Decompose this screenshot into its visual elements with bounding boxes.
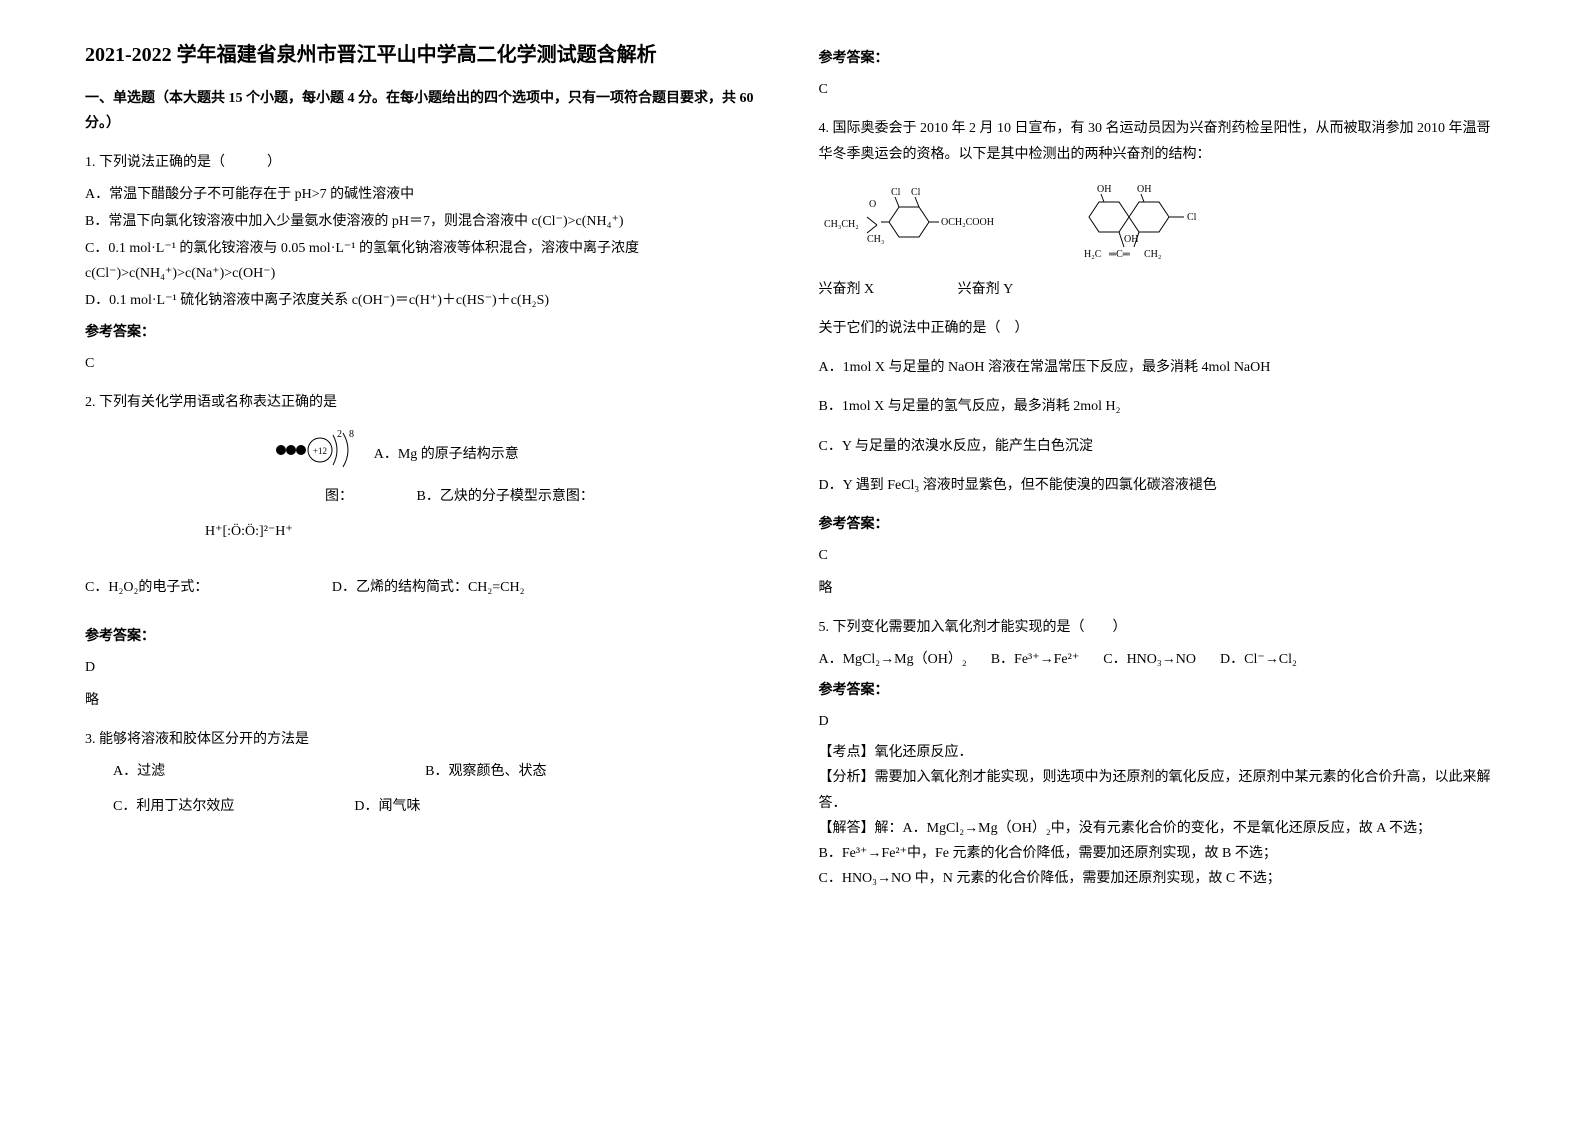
svg-text:8: 8 [349, 429, 354, 440]
q5-kaodian: 【考点】氧化还原反应． [819, 740, 1503, 765]
q4-option-a: A．1mol X 与足量的 NaOH 溶液在常温常压下反应，最多消耗 4mol … [819, 355, 1503, 380]
q4-stem: 4. 国际奥委会于 2010 年 2 月 10 日宣布，有 30 名运动员因为兴… [819, 116, 1503, 166]
q4-structures: CH₃CH₂ O CH₃ Cl Cl OCH₂COOH OH OH Cl [819, 177, 1503, 267]
atom-structure-icon: +12 2 8 [273, 425, 363, 484]
q4-answer-label: 参考答案： [819, 512, 1503, 537]
q5-option-d: D．Cl⁻→Cl₂ [1220, 647, 1297, 672]
stimulant-x-icon: CH₃CH₂ O CH₃ Cl Cl OCH₂COOH [819, 177, 1019, 267]
right-column: 参考答案： C 4. 国际奥委会于 2010 年 2 月 10 日宣布，有 30… [794, 40, 1528, 1082]
q3-option-d: D．闻气味 [354, 794, 420, 819]
q2-option-c: C．H₂O₂的电子式： [85, 580, 208, 595]
svg-text:Cl: Cl [1187, 212, 1197, 223]
q2-answer: D [85, 655, 769, 680]
q2-option-a-suffix: 图： [325, 489, 353, 504]
q1-option-b: B．常温下向氯化铵溶液中加入少量氨水使溶液的 pH＝7，则混合溶液中 c(Cl⁻… [85, 209, 769, 234]
q5-option-c: C．HNO₃→NO [1103, 647, 1196, 672]
q2-option-c-row: H⁺[:Ö:Ö:]²⁻H⁺ [205, 519, 769, 544]
q3-answer: C [819, 77, 1503, 102]
q4-substem: 关于它们的说法中正确的是（ ） [819, 316, 1503, 341]
q2-stem: 2. 下列有关化学用语或名称表达正确的是 [85, 390, 769, 415]
q2-cd-row: C．H₂O₂的电子式： D．乙烯的结构简式：CH₂=CH₂ [85, 575, 769, 600]
left-column: 2021-2022 学年福建省泉州市晋江平山中学高二化学测试题含解析 一、单选题… [60, 40, 794, 1082]
svg-text:OCH₂COOH: OCH₂COOH [941, 217, 994, 228]
q3-stem: 3. 能够将溶液和胶体区分开的方法是 [85, 727, 769, 752]
stimulant-y-icon: OH OH Cl H₂C ═C═ CH₂ OH [1059, 177, 1259, 267]
q2-option-d: D．乙烯的结构简式：CH₂=CH₂ [332, 580, 525, 595]
q3-answer-label: 参考答案： [819, 46, 1503, 71]
q1-option-c: C．0.1 mol·L⁻¹ 的氯化铵溶液与 0.05 mol·L⁻¹ 的氢氧化钠… [85, 236, 769, 286]
q1-answer: C [85, 351, 769, 376]
svg-text:CH₃: CH₃ [867, 234, 884, 245]
electron-formula: H⁺[:Ö:Ö:]²⁻H⁺ [205, 519, 293, 544]
q5-jieda-c: C．HNO₃→NO 中，N 元素的化合价降低，需要加还原剂实现，故 C 不选； [819, 866, 1503, 891]
svg-text:Cl: Cl [911, 187, 921, 198]
q1-answer-label: 参考答案： [85, 320, 769, 345]
q1-option-a: A．常温下醋酸分子不可能存在于 pH>7 的碱性溶液中 [85, 182, 769, 207]
q5-stem: 5. 下列变化需要加入氧化剂才能实现的是（ ） [819, 615, 1503, 640]
q3-row2: C．利用丁达尔效应 D．闻气味 [113, 794, 769, 819]
q4-label-x: 兴奋剂 X [819, 282, 875, 297]
q4-option-b: B．1mol X 与足量的氢气反应，最多消耗 2mol H₂ [819, 394, 1503, 419]
svg-text:CH₃CH₂: CH₃CH₂ [824, 219, 859, 230]
svg-text:═C═: ═C═ [1108, 249, 1131, 260]
q4-option-c: C．Y 与足量的浓溴水反应，能产生白色沉淀 [819, 434, 1503, 459]
q3-option-a: A．过滤 [113, 759, 165, 784]
svg-text:2: 2 [337, 429, 342, 440]
q4-note: 略 [819, 576, 1503, 601]
q3-option-c: C．利用丁达尔效应 [113, 794, 234, 819]
svg-text:O: O [869, 199, 876, 210]
svg-text:OH: OH [1124, 234, 1138, 245]
svg-text:OH: OH [1137, 184, 1151, 195]
q2-note: 略 [85, 688, 769, 713]
q3-option-b: B．观察颜色、状态 [425, 759, 546, 784]
svg-text:Cl: Cl [891, 187, 901, 198]
q5-options-row: A．MgCl₂→Mg（OH）₂ B．Fe³⁺→Fe²⁺ C．HNO₃→NO D．… [819, 647, 1503, 672]
q5-answer-label: 参考答案： [819, 678, 1503, 703]
svg-text:CH₂: CH₂ [1144, 249, 1161, 260]
document-title: 2021-2022 学年福建省泉州市晋江平山中学高二化学测试题含解析 [85, 40, 769, 70]
q5-option-b: B．Fe³⁺→Fe²⁺ [991, 647, 1080, 672]
q5-fenxi: 【分析】需要加入氧化剂才能实现，则选项中为还原剂的氧化反应，还原剂中某元素的化合… [819, 765, 1503, 815]
q4-labels-row: 兴奋剂 X 兴奋剂 Y [819, 277, 1503, 302]
q3-row1: A．过滤 B．观察颜色、状态 [113, 759, 769, 784]
q2-option-b: B．乙炔的分子模型示意图： [417, 489, 594, 504]
q2-option-a-text: A．Mg 的原子结构示意 [374, 447, 519, 462]
q5-jieda-b: B．Fe³⁺→Fe²⁺中，Fe 元素的化合价降低，需要加还原剂实现，故 B 不选… [819, 841, 1503, 866]
q4-label-y: 兴奋剂 Y [958, 282, 1014, 297]
q4-option-d: D．Y 遇到 FeCl₃ 溶液时显紫色，但不能使溴的四氯化碳溶液褪色 [819, 473, 1503, 498]
q5-answer: D [819, 709, 1503, 734]
svg-text:H₂C: H₂C [1084, 249, 1102, 260]
q2-answer-label: 参考答案： [85, 624, 769, 649]
q2-diagram-row: +12 2 8 A．Mg 的原子结构示意 图： B．乙炔的分子模型示意图： [265, 425, 769, 509]
q1-option-d: D．0.1 mol·L⁻¹ 硫化钠溶液中离子浓度关系 c(OH⁻)＝c(H⁺)＋… [85, 288, 769, 313]
atom-core-label: +12 [313, 446, 327, 456]
svg-text:OH: OH [1097, 184, 1111, 195]
q5-jieda-a: 【解答】解：A．MgCl₂→Mg（OH）₂中，没有元素化合价的变化，不是氧化还原… [819, 816, 1503, 841]
section-header: 一、单选题（本大题共 15 个小题，每小题 4 分。在每小题给出的四个选项中，只… [85, 86, 769, 136]
q1-stem: 1. 下列说法正确的是（ ） [85, 150, 769, 175]
q5-option-a: A．MgCl₂→Mg（OH）₂ [819, 647, 967, 672]
q4-answer: C [819, 543, 1503, 568]
